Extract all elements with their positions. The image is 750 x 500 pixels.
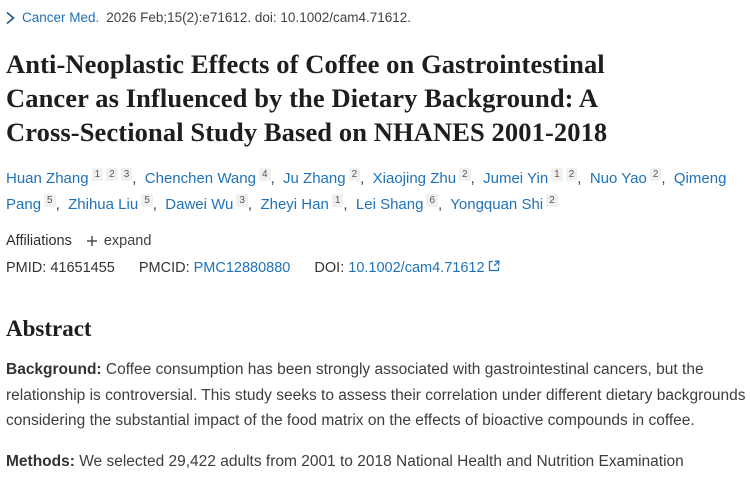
author: Zheyi Han 1,: [260, 194, 356, 213]
pmcid-link[interactable]: PMC12880880: [193, 260, 291, 276]
journal-citation-bar: Cancer Med. 2026 Feb;15(2):e71612. doi: …: [6, 8, 746, 25]
author-separator: ,: [343, 196, 356, 213]
author-link[interactable]: Zhihua Liu: [68, 196, 139, 213]
doi-label: DOI:: [314, 260, 345, 276]
author-separator: ,: [247, 196, 261, 213]
pmcid-group: PMCID: PMC12880880: [139, 260, 295, 276]
author-separator: ,: [270, 170, 284, 187]
affiliations-row: Affiliations expand: [6, 233, 746, 249]
author: Chenchen Wang 4,: [144, 168, 284, 187]
author: Ju Zhang 2,: [283, 168, 373, 187]
identifiers-row: PMID: 41651455 PMCID: PMC12880880 DOI: 1…: [6, 260, 746, 276]
author-list: Huan Zhang 1 2 3, Chenchen Wang 4, Ju Zhang 2…: [6, 166, 750, 218]
pmid-label: PMID:: [6, 260, 47, 276]
author-separator: ,: [152, 196, 166, 213]
author-link[interactable]: Dawei Wu: [165, 196, 234, 213]
author-affiliation-number: 3: [236, 194, 248, 207]
title-line: Cross-Sectional Study Based on NHANES 20…: [6, 117, 608, 147]
affiliations-label: Affiliations: [6, 233, 72, 249]
abstract-section-label: Background:: [6, 361, 102, 378]
author-affiliation-number: 2: [649, 168, 662, 181]
author-link[interactable]: Chenchen Wang: [144, 170, 256, 187]
author-affiliation-number: 2: [106, 168, 118, 181]
author: Jumei Yin 1 2,: [483, 168, 590, 187]
author-affiliation-number: 2: [546, 194, 558, 207]
page-title: Anti-Neoplastic Effects of Coffee on Gas…: [6, 47, 746, 149]
author: Nuo Yao 2,: [589, 168, 674, 187]
author: Dawei Wu 3,: [165, 194, 261, 213]
expand-affiliations-button[interactable]: expand: [86, 233, 152, 249]
author-affiliation-number: 6: [426, 194, 439, 207]
author: Huan Zhang 1 2 3,: [6, 168, 145, 187]
author-separator: ,: [360, 170, 373, 187]
abstract-paragraph: Methods: We selected 29,422 adults from …: [6, 452, 684, 470]
author-link[interactable]: Qimeng Pang: [6, 170, 727, 213]
title-line: Anti-Neoplastic Effects of Coffee on Gas…: [6, 49, 605, 79]
author: Qimeng Pang 5,: [6, 170, 726, 213]
author-link[interactable]: Ju Zhang: [283, 170, 346, 187]
article-page: Cancer Med. 2026 Feb;15(2):e71612. doi: …: [6, 8, 750, 474]
abstract-paragraph: Background: Coffee consumption has been …: [6, 361, 746, 429]
expand-label: expand: [103, 233, 152, 249]
title-line: Cancer as Influenced by the Dietary Back…: [6, 83, 599, 113]
author-affiliation-number: 1: [551, 168, 563, 181]
author-affiliation-number: 3: [120, 168, 133, 181]
pmid-value: 41651455: [50, 260, 115, 276]
author: Xiaojing Zhu 2,: [372, 168, 484, 187]
author-separator: ,: [470, 170, 484, 187]
author: Zhihua Liu 5,: [68, 194, 166, 213]
citation-text: 2026 Feb;15(2):e71612. doi: 10.1002/cam4…: [106, 10, 412, 25]
abstract-body: Background: Coffee consumption has been …: [6, 357, 746, 474]
author: Lei Shang 6,: [355, 194, 451, 213]
author-link[interactable]: Jumei Yin: [483, 170, 549, 187]
journal-link[interactable]: Cancer Med.: [22, 10, 100, 25]
author-separator: ,: [132, 170, 145, 187]
author-separator: ,: [661, 170, 674, 187]
plus-icon: [86, 235, 98, 247]
author-affiliation-number: 1: [331, 194, 344, 207]
external-link-icon: [488, 260, 500, 272]
author-affiliation-number: 1: [91, 168, 104, 181]
author-link[interactable]: Huan Zhang: [6, 170, 89, 187]
chevron-right-icon[interactable]: [6, 11, 15, 24]
author-link[interactable]: Xiaojing Zhu: [372, 170, 457, 187]
author-affiliation-number: 2: [459, 168, 471, 181]
author-separator: ,: [577, 170, 590, 187]
author-affiliation-number: 5: [44, 194, 56, 207]
pmcid-label: PMCID:: [138, 260, 190, 276]
abstract-heading: Abstract: [6, 316, 92, 341]
doi-group: DOI: 10.1002/cam4.71612: [314, 260, 499, 276]
author-link[interactable]: Lei Shang: [355, 196, 424, 213]
author-link[interactable]: Zheyi Han: [260, 196, 329, 213]
author-link[interactable]: Nuo Yao: [589, 170, 647, 187]
abstract-section-label: Methods:: [6, 452, 75, 470]
author-affiliation-number: 5: [141, 194, 153, 207]
author-affiliation-number: 2: [565, 168, 578, 181]
author-affiliation-number: 4: [258, 168, 271, 181]
author-separator: ,: [55, 196, 69, 213]
author: Yongquan Shi 2: [450, 194, 558, 213]
author-affiliation-number: 2: [348, 168, 361, 181]
author-link[interactable]: Yongquan Shi: [450, 196, 544, 213]
journal-menu-trigger[interactable]: Cancer Med.: [6, 10, 99, 25]
pmid-group: PMID: 41651455: [6, 260, 119, 276]
author-separator: ,: [438, 196, 451, 213]
doi-link[interactable]: 10.1002/cam4.71612: [348, 260, 485, 276]
